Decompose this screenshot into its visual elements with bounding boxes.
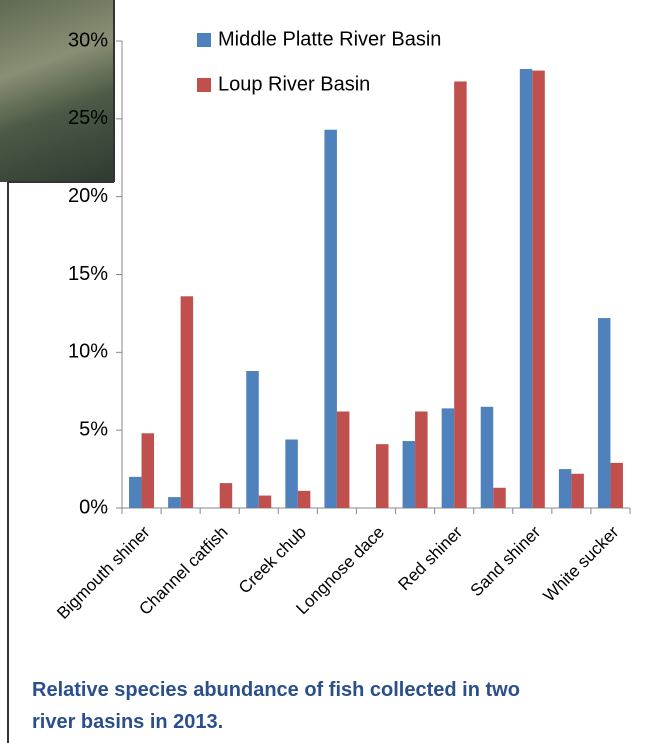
bar [220, 483, 233, 508]
chart: 0%5%10%15%20%25%30%Bigmouth shinerChanne… [0, 0, 661, 743]
bar [610, 463, 623, 508]
page: 0%5%10%15%20%25%30%Bigmouth shinerChanne… [0, 0, 661, 743]
bar [181, 296, 194, 508]
bar [324, 130, 337, 508]
y-tick-label: 25% [68, 107, 108, 129]
bar [129, 477, 142, 508]
legend-swatch [197, 78, 211, 92]
y-tick-label: 5% [79, 418, 108, 440]
bar [454, 81, 467, 508]
bar [571, 474, 584, 508]
bar [376, 444, 389, 508]
legend-swatch [197, 33, 211, 47]
y-tick-label: 15% [68, 263, 108, 285]
bar [298, 491, 311, 508]
y-tick-label: 30% [68, 29, 108, 51]
bar [285, 440, 298, 508]
bar [337, 411, 350, 508]
legend-label: Loup River Basin [218, 73, 370, 95]
bar [532, 71, 545, 508]
bar [520, 69, 533, 508]
bar [415, 411, 428, 508]
bar [168, 497, 181, 508]
y-tick-label: 10% [68, 341, 108, 363]
bar [598, 318, 611, 508]
y-tick-label: 0% [79, 496, 108, 518]
bar [246, 371, 259, 508]
bar [493, 488, 506, 508]
caption: Relative species abundance of fish colle… [32, 674, 532, 738]
bar [259, 496, 272, 508]
bar [142, 433, 155, 508]
legend-label: Middle Platte River Basin [218, 28, 441, 50]
bar [481, 407, 494, 508]
bar [559, 469, 572, 508]
bar [403, 441, 416, 508]
y-tick-label: 20% [68, 185, 108, 207]
bar [442, 408, 455, 508]
